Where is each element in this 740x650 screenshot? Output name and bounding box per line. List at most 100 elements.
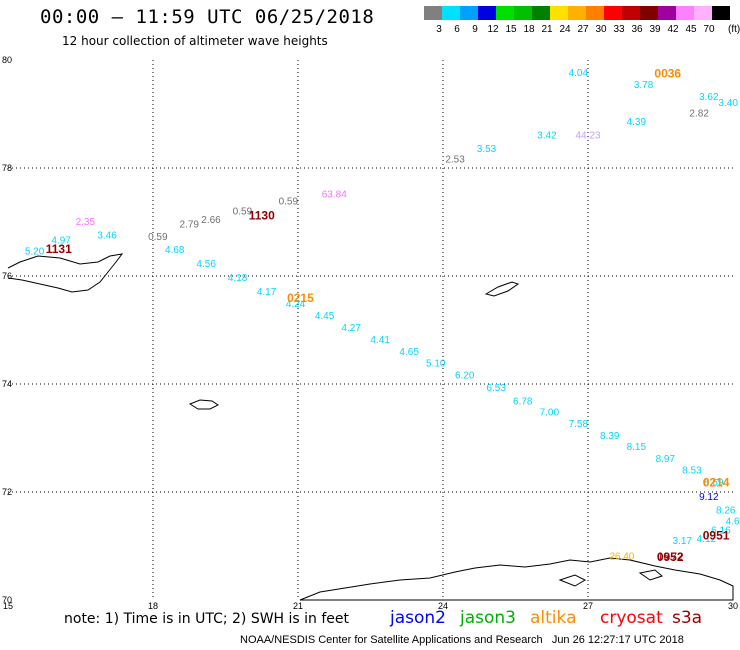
pass-time-label: 1130 <box>249 208 275 222</box>
data-point-label: 2.79 <box>180 219 200 230</box>
y-tick-label: 72 <box>2 487 12 497</box>
colorbar-swatch <box>658 6 676 20</box>
y-tick-label: 76 <box>2 271 12 281</box>
colorbar-swatch <box>514 6 532 20</box>
mission-label-cryosat: cryosat <box>600 608 663 628</box>
colorbar-tick-label: 21 <box>541 24 553 35</box>
data-point-label: 4.39 <box>627 117 647 128</box>
colorbar-tick-label: 12 <box>487 24 499 35</box>
data-point-label: 8.26 <box>716 506 736 517</box>
data-point-label: 4.45 <box>315 311 335 322</box>
x-tick-label: 27 <box>583 601 593 611</box>
colorbar-tick-label: 45 <box>685 24 697 35</box>
data-point-label: 3.42 <box>537 130 557 141</box>
data-point-label: 0.59 <box>279 197 299 208</box>
data-point-label: 8.15 <box>627 442 647 453</box>
coastline <box>299 557 734 601</box>
mission-label-altika: altika <box>530 608 577 628</box>
data-point-label: 2.35 <box>76 217 96 228</box>
data-point-label: 4.17 <box>257 287 277 298</box>
data-point-label: 3.53 <box>477 144 497 155</box>
y-tick-label: 78 <box>2 163 12 173</box>
x-tick-label: 30 <box>728 601 738 611</box>
data-point-label: 6.20 <box>455 371 475 382</box>
data-point-label: 7.00 <box>540 407 560 418</box>
data-point-label: 4.18 <box>228 273 248 284</box>
x-tick-label: 24 <box>438 601 448 611</box>
pass-time-label: 0036 <box>654 66 681 80</box>
chart-subtitle: 12 hour collection of altimeter wave hei… <box>62 34 328 48</box>
data-point-label: 8.97 <box>656 454 676 465</box>
pass-time-label: 0214 <box>703 476 730 490</box>
data-point-label: 3.62 <box>699 92 719 103</box>
data-point-label: 3.40 <box>718 98 738 109</box>
colorbar-swatch <box>550 6 568 20</box>
data-point-label: 5.10 <box>426 359 446 370</box>
y-tick-label: 80 <box>2 55 12 65</box>
colorbar-tick-label: 3 <box>436 24 442 35</box>
colorbar-tick-label: 24 <box>559 24 571 35</box>
data-point-label: 8.39 <box>600 431 620 442</box>
data-point-label: 4.97 <box>51 236 71 247</box>
colorbar-tick-label: 33 <box>613 24 625 35</box>
colorbar-unit: (ft) <box>728 24 740 35</box>
data-point-label: 5.20 <box>25 246 45 257</box>
colorbar-tick-label: 18 <box>523 24 535 35</box>
y-tick-label: 70 <box>2 595 12 605</box>
data-point-label: 44.23 <box>575 130 600 141</box>
colorbar-tick-label: 27 <box>577 24 589 35</box>
data-point-label: 26.40 <box>609 552 634 563</box>
colorbar-swatch <box>604 6 622 20</box>
x-tick-label: 21 <box>293 601 303 611</box>
coastline <box>558 574 587 587</box>
data-point-label: 4.24 <box>286 299 306 310</box>
credit-line: NOAA/NESDIS Center for Satellite Applica… <box>240 634 684 646</box>
mission-label-jason2: jason2 <box>390 608 446 628</box>
colorbar-tick-label: 9 <box>472 24 478 35</box>
colorbar-tick-label: 39 <box>649 24 661 35</box>
data-point-label: 3.46 <box>97 231 117 242</box>
data-point-label: 0.59 <box>148 232 168 243</box>
colorbar-tick-label: 6 <box>454 24 460 35</box>
coastline <box>638 569 663 581</box>
colorbar-swatch <box>442 6 460 20</box>
colorbar-swatch <box>496 6 514 20</box>
data-point-label: 2.66 <box>201 215 221 226</box>
data-point-label: 4.56 <box>196 259 216 270</box>
data-point-label: 7.58 <box>569 419 589 430</box>
mission-label-jason3: jason3 <box>460 608 516 628</box>
data-point-label: 8.53 <box>682 466 702 477</box>
colorbar-swatch <box>712 6 730 20</box>
colorbar-swatch <box>676 6 694 20</box>
colorbar-tick-label: 36 <box>631 24 643 35</box>
x-tick-label: 15 <box>3 601 13 611</box>
data-point-label: 9.12 <box>699 492 719 503</box>
colorbar-swatch <box>478 6 496 20</box>
data-point-label: 4.12 <box>697 534 717 545</box>
data-point-label: 4.27 <box>341 323 361 334</box>
y-tick-label: 74 <box>2 379 12 389</box>
colorbar-tick-label: 30 <box>595 24 607 35</box>
data-point-label: 6.53 <box>486 383 506 394</box>
colorbar-swatch <box>460 6 478 20</box>
chart-title: 00:00 – 11:59 UTC 06/25/2018 <box>40 6 375 28</box>
data-point-label: 4.41 <box>370 335 390 346</box>
data-point-label: 6.16 <box>711 526 731 537</box>
pass-time-label: 0215 <box>287 291 314 305</box>
colorbar-swatch <box>694 6 712 20</box>
x-tick-label: 18 <box>148 601 158 611</box>
data-point-label: 16.72 <box>658 552 683 563</box>
colorbar-swatch <box>424 6 442 20</box>
data-point-label: 3.78 <box>634 80 654 91</box>
colorbar-swatch <box>568 6 586 20</box>
pass-time-label: 0951 <box>703 529 730 543</box>
colorbar-swatch <box>586 6 604 20</box>
data-point-label: 2.82 <box>689 109 709 120</box>
colorbar-tick-label: 42 <box>667 24 679 35</box>
coastline <box>484 281 520 297</box>
footer-note: note: 1) Time is in UTC; 2) SWH is in fe… <box>64 611 350 627</box>
data-point-label: 4.04 <box>569 68 589 79</box>
pass-time-label: 0952 <box>657 550 684 564</box>
